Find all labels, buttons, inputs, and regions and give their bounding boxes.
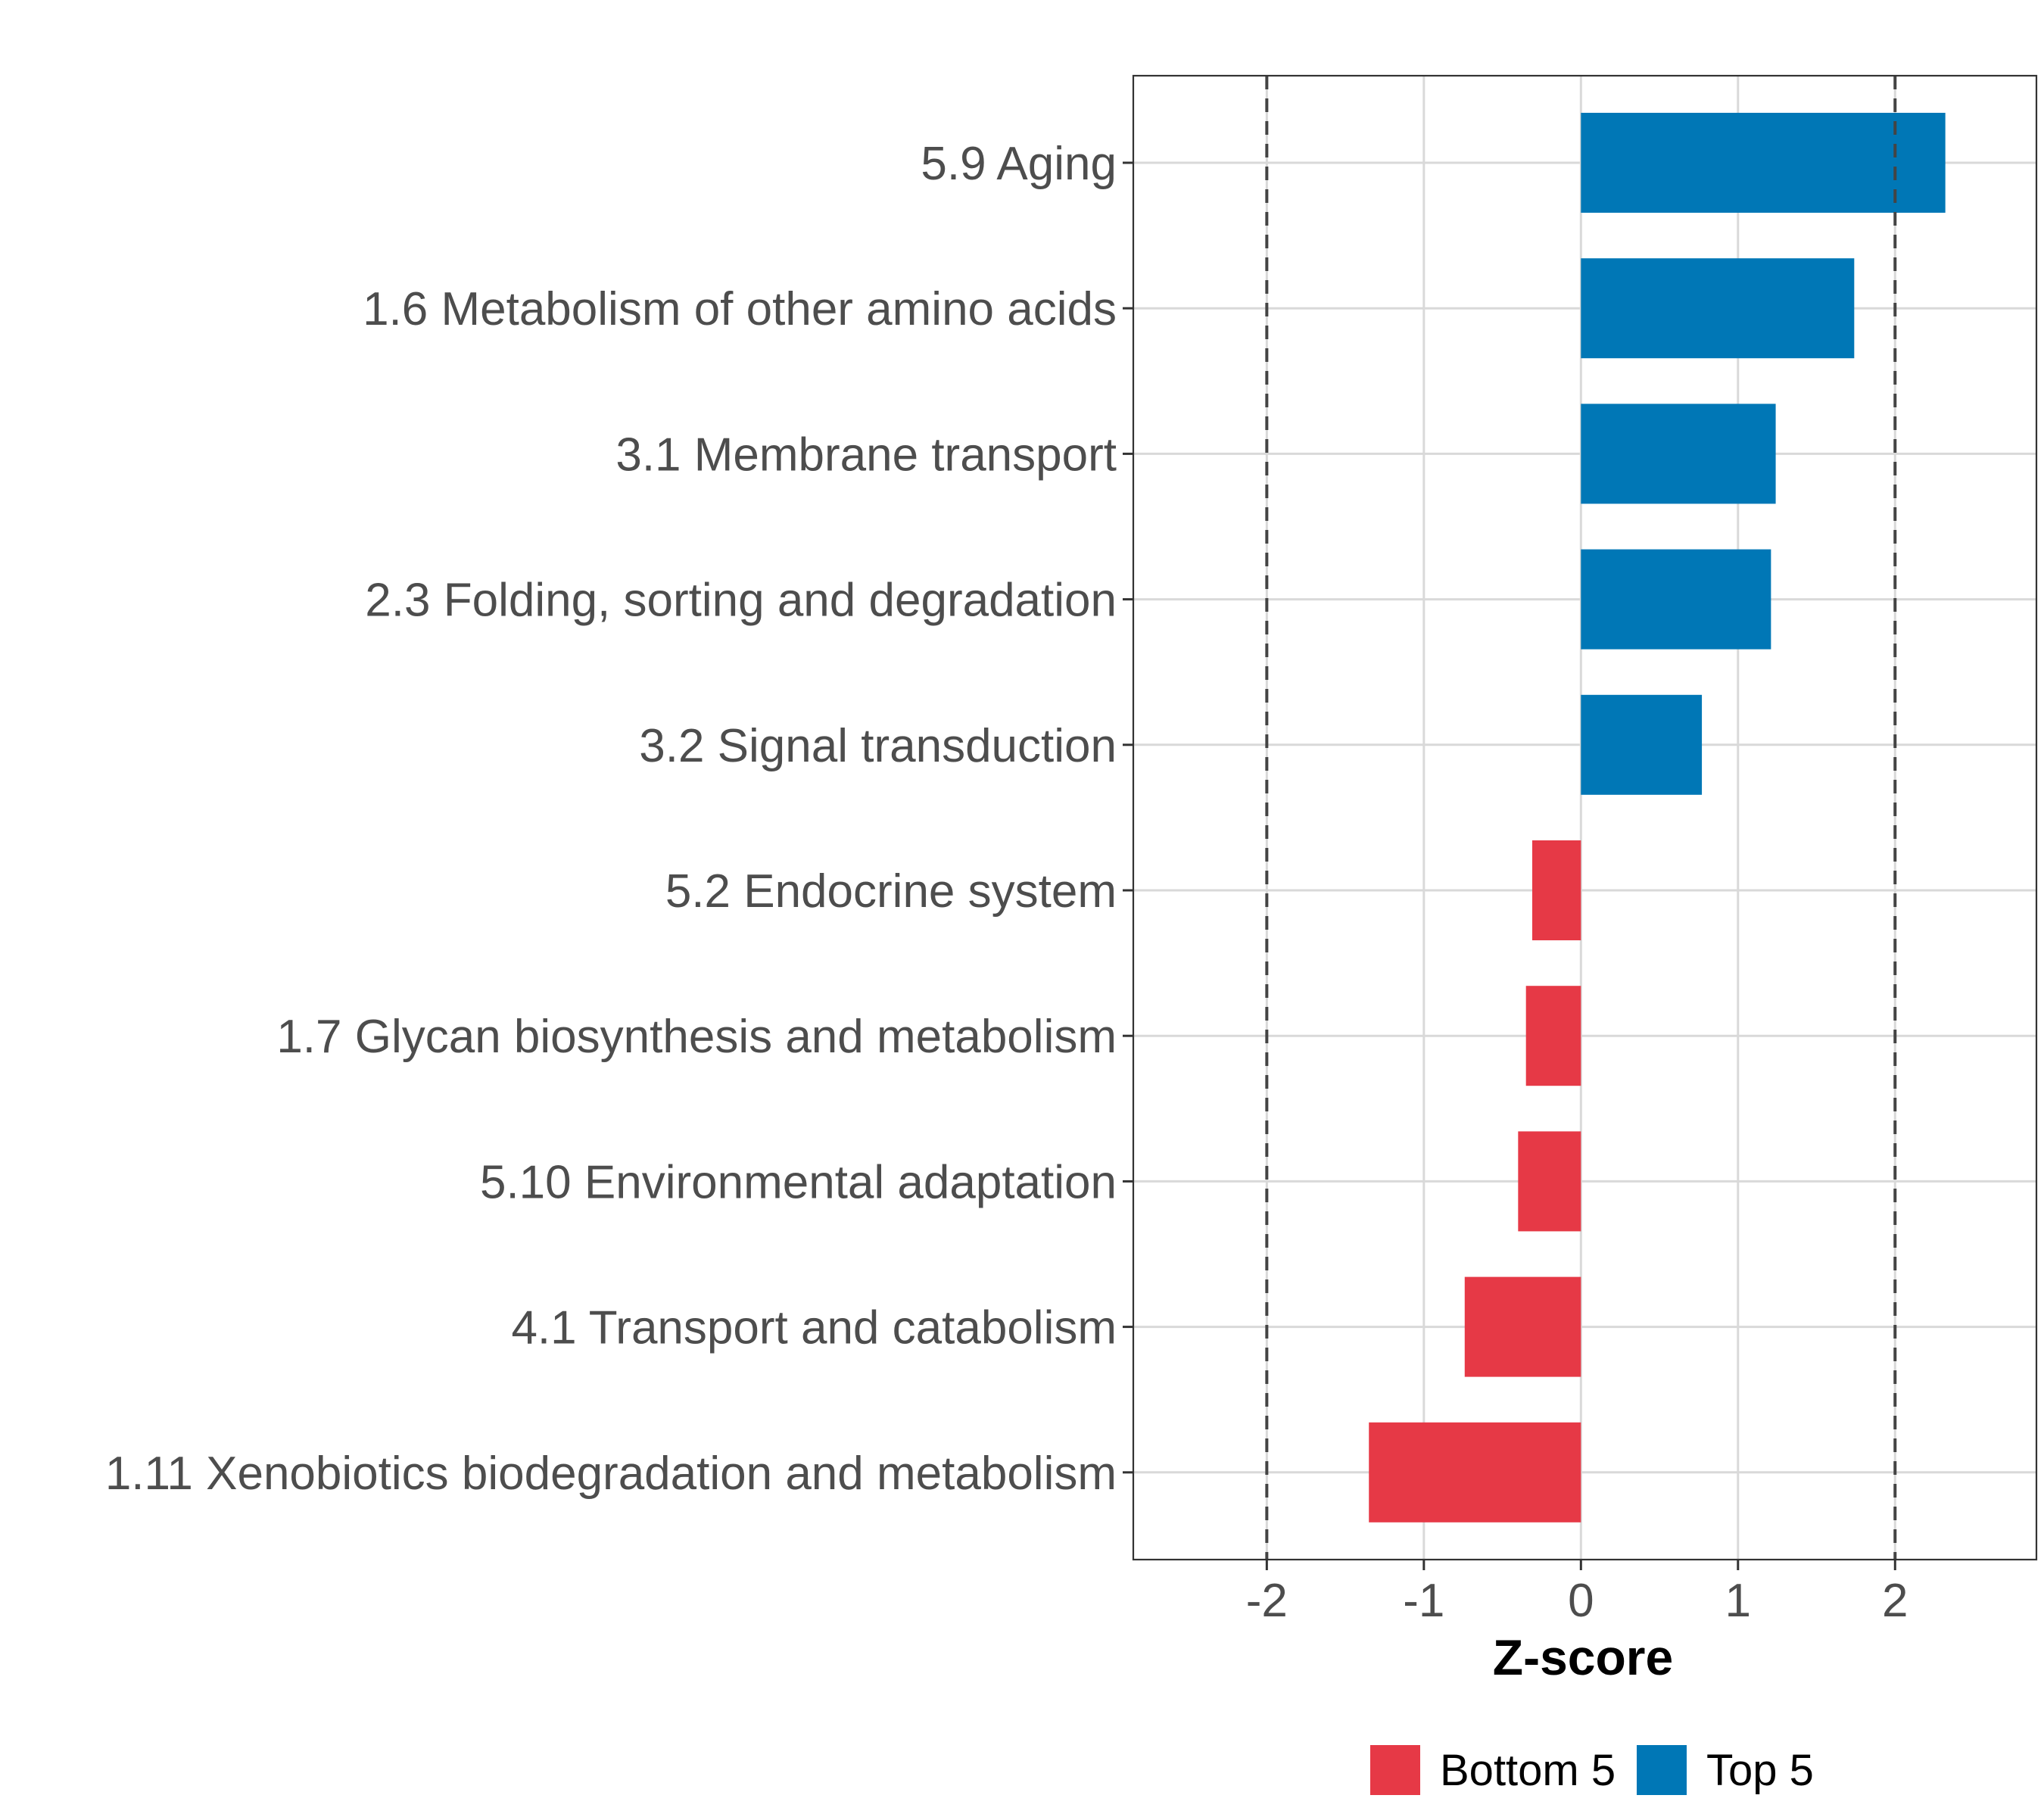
- bar: [1581, 549, 1771, 650]
- y-tick-label: 1.11 Xenobiotics biodegradation and meta…: [105, 1448, 1117, 1500]
- x-tick-label: 0: [1568, 1575, 1594, 1627]
- bar: [1581, 694, 1703, 795]
- y-tick-label: 4.1 Transport and catabolism: [511, 1302, 1117, 1354]
- y-tick-label: 3.2 Signal transduction: [639, 720, 1117, 772]
- bars: [1369, 113, 1946, 1522]
- y-tick-label: 5.10 Environmental adaptation: [480, 1156, 1117, 1208]
- x-tick-label: 1: [1725, 1575, 1751, 1627]
- bar: [1464, 1276, 1581, 1377]
- legend-label: Top 5: [1706, 1746, 1814, 1795]
- legend: Bottom 5 Top 5: [1370, 1745, 1814, 1795]
- x-axis: -2 -1 0 1 2: [1246, 1560, 1908, 1627]
- y-tick-label: 5.2 Endocrine system: [665, 865, 1117, 918]
- plot-panel-border: [1132, 74, 2038, 1561]
- bar: [1531, 840, 1581, 940]
- bar: [1581, 113, 1946, 213]
- legend-swatch: [1637, 1745, 1687, 1795]
- bar: [1525, 986, 1581, 1086]
- legend-label: Bottom 5: [1440, 1746, 1616, 1795]
- legend-swatch: [1370, 1745, 1420, 1795]
- y-tick-label: 5.9 Aging: [921, 138, 1117, 190]
- x-tick-label: -1: [1403, 1575, 1444, 1627]
- bar: [1518, 1131, 1581, 1232]
- x-tick-label: -2: [1246, 1575, 1288, 1627]
- y-tick-label: 1.7 Glycan biosynthesis and metabolism: [276, 1011, 1117, 1063]
- x-axis-title: Z-score: [1493, 1629, 1673, 1685]
- bar: [1581, 258, 1855, 359]
- bar: [1369, 1422, 1581, 1522]
- y-tick-label: 3.1 Membrane transport: [615, 429, 1117, 481]
- y-tick-label: 1.6 Metabolism of other amino acids: [363, 283, 1117, 335]
- y-tick-label: 2.3 Folding, sorting and degradation: [365, 575, 1117, 627]
- reference-lines: [1265, 76, 1897, 1560]
- x-tick-label: 2: [1882, 1575, 1908, 1627]
- y-axis: 5.9 Aging 1.6 Metabolism of other amino a…: [105, 138, 1133, 1500]
- bar: [1581, 404, 1776, 504]
